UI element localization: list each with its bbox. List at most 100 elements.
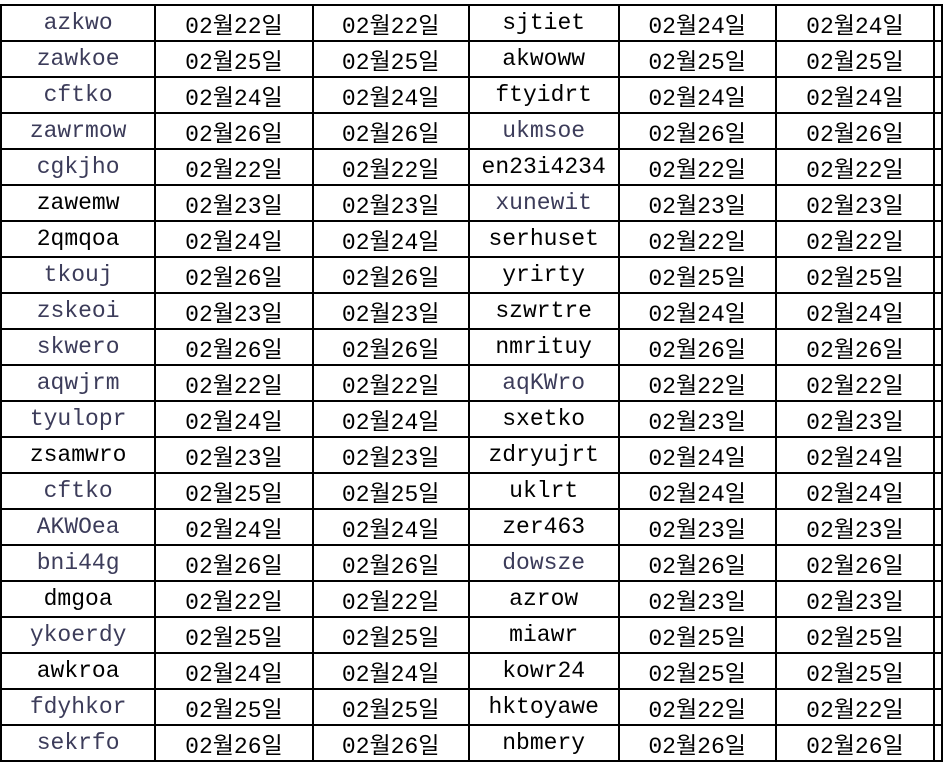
cell-date-a2[interactable]: 02월25일 <box>311 688 470 726</box>
cell-name-b[interactable]: en23i4234 <box>467 148 620 186</box>
cell-date-a1[interactable]: 02월25일 <box>154 40 314 78</box>
cell-date-b2[interactable]: 02월26일 <box>774 544 936 582</box>
cell-name-b[interactable]: sjtiet <box>467 4 620 42</box>
cell-date-a1[interactable]: 02월25일 <box>154 688 314 726</box>
cell-name-b[interactable]: hktoyawe <box>467 688 620 726</box>
cell-name-b[interactable]: kowr24 <box>467 652 620 690</box>
cell-date-b2[interactable]: 02월22일 <box>774 688 936 726</box>
cell-empty[interactable] <box>933 436 943 474</box>
cell-name-a[interactable]: zawrmow <box>0 112 157 150</box>
cell-name-a[interactable]: fdyhkor <box>0 688 157 726</box>
cell-date-a1[interactable]: 02월22일 <box>154 4 314 42</box>
cell-date-b2[interactable]: 02월23일 <box>774 184 936 222</box>
cell-date-a2[interactable]: 02월25일 <box>311 616 470 654</box>
cell-date-a1[interactable]: 02월24일 <box>154 76 314 114</box>
cell-empty[interactable] <box>933 472 943 510</box>
cell-date-a2[interactable]: 02월25일 <box>311 40 470 78</box>
cell-date-b1[interactable]: 02월25일 <box>617 256 777 294</box>
cell-date-a2[interactable]: 02월24일 <box>311 652 470 690</box>
cell-empty[interactable] <box>933 184 943 222</box>
cell-date-a2[interactable]: 02월24일 <box>311 508 470 546</box>
cell-name-a[interactable]: azkwo <box>0 4 157 42</box>
cell-name-a[interactable]: dmgoa <box>0 580 157 618</box>
cell-name-a[interactable]: skwero <box>0 328 157 366</box>
cell-date-a2[interactable]: 02월24일 <box>311 76 470 114</box>
cell-date-a2[interactable]: 02월22일 <box>311 580 470 618</box>
cell-name-b[interactable]: szwrtre <box>467 292 620 330</box>
cell-date-b2[interactable]: 02월24일 <box>774 472 936 510</box>
cell-date-b2[interactable]: 02월24일 <box>774 436 936 474</box>
cell-name-b[interactable]: miawr <box>467 616 620 654</box>
cell-date-a1[interactable]: 02월22일 <box>154 580 314 618</box>
cell-name-b[interactable]: nbmery <box>467 724 620 762</box>
cell-date-b2[interactable]: 02월22일 <box>774 364 936 402</box>
cell-date-a1[interactable]: 02월25일 <box>154 616 314 654</box>
cell-date-b2[interactable]: 02월23일 <box>774 580 936 618</box>
cell-date-a1[interactable]: 02월26일 <box>154 112 314 150</box>
cell-date-b2[interactable]: 02월26일 <box>774 112 936 150</box>
cell-date-b1[interactable]: 02월22일 <box>617 364 777 402</box>
cell-name-a[interactable]: AKWOea <box>0 508 157 546</box>
cell-date-a2[interactable]: 02월22일 <box>311 148 470 186</box>
cell-date-b1[interactable]: 02월26일 <box>617 724 777 762</box>
cell-date-a2[interactable]: 02월23일 <box>311 436 470 474</box>
cell-date-a1[interactable]: 02월23일 <box>154 184 314 222</box>
cell-name-b[interactable]: yrirty <box>467 256 620 294</box>
cell-date-b1[interactable]: 02월26일 <box>617 544 777 582</box>
cell-date-a1[interactable]: 02월26일 <box>154 328 314 366</box>
cell-date-a2[interactable]: 02월22일 <box>311 4 470 42</box>
cell-empty[interactable] <box>933 76 943 114</box>
cell-date-b1[interactable]: 02월23일 <box>617 508 777 546</box>
cell-date-a2[interactable]: 02월26일 <box>311 112 470 150</box>
cell-name-b[interactable]: uklrt <box>467 472 620 510</box>
cell-name-a[interactable]: tkouj <box>0 256 157 294</box>
cell-name-b[interactable]: ftyidrt <box>467 76 620 114</box>
cell-date-b1[interactable]: 02월24일 <box>617 76 777 114</box>
cell-date-b1[interactable]: 02월22일 <box>617 220 777 258</box>
cell-empty[interactable] <box>933 256 943 294</box>
cell-date-a1[interactable]: 02월23일 <box>154 436 314 474</box>
cell-date-a1[interactable]: 02월26일 <box>154 724 314 762</box>
cell-date-b2[interactable]: 02월25일 <box>774 40 936 78</box>
cell-date-a1[interactable]: 02월24일 <box>154 652 314 690</box>
cell-empty[interactable] <box>933 580 943 618</box>
cell-date-a1[interactable]: 02월24일 <box>154 220 314 258</box>
cell-date-a2[interactable]: 02월23일 <box>311 292 470 330</box>
cell-date-a1[interactable]: 02월22일 <box>154 364 314 402</box>
cell-date-b2[interactable]: 02월24일 <box>774 76 936 114</box>
cell-date-a1[interactable]: 02월26일 <box>154 256 314 294</box>
cell-date-a2[interactable]: 02월24일 <box>311 400 470 438</box>
cell-date-a2[interactable]: 02월23일 <box>311 184 470 222</box>
cell-empty[interactable] <box>933 364 943 402</box>
cell-empty[interactable] <box>933 220 943 258</box>
cell-date-b2[interactable]: 02월24일 <box>774 292 936 330</box>
cell-date-b2[interactable]: 02월25일 <box>774 652 936 690</box>
cell-name-a[interactable]: tyulopr <box>0 400 157 438</box>
cell-date-b1[interactable]: 02월22일 <box>617 688 777 726</box>
cell-date-b2[interactable]: 02월23일 <box>774 508 936 546</box>
cell-name-b[interactable]: aqKWro <box>467 364 620 402</box>
cell-empty[interactable] <box>933 148 943 186</box>
cell-date-b1[interactable]: 02월26일 <box>617 112 777 150</box>
cell-date-a2[interactable]: 02월26일 <box>311 256 470 294</box>
cell-date-b2[interactable]: 02월26일 <box>774 328 936 366</box>
cell-date-b2[interactable]: 02월22일 <box>774 148 936 186</box>
cell-name-a[interactable]: awkroa <box>0 652 157 690</box>
cell-date-a2[interactable]: 02월24일 <box>311 220 470 258</box>
cell-date-a1[interactable]: 02월24일 <box>154 400 314 438</box>
cell-empty[interactable] <box>933 40 943 78</box>
cell-date-b2[interactable]: 02월26일 <box>774 724 936 762</box>
cell-name-b[interactable]: dowsze <box>467 544 620 582</box>
cell-empty[interactable] <box>933 652 943 690</box>
cell-date-a2[interactable]: 02월26일 <box>311 328 470 366</box>
cell-empty[interactable] <box>933 400 943 438</box>
cell-name-a[interactable]: zawemw <box>0 184 157 222</box>
cell-date-b2[interactable]: 02월25일 <box>774 256 936 294</box>
cell-date-b1[interactable]: 02월24일 <box>617 292 777 330</box>
cell-date-a1[interactable]: 02월23일 <box>154 292 314 330</box>
cell-date-b1[interactable]: 02월25일 <box>617 616 777 654</box>
cell-name-b[interactable]: akwoww <box>467 40 620 78</box>
cell-name-b[interactable]: azrow <box>467 580 620 618</box>
cell-date-b2[interactable]: 02월24일 <box>774 4 936 42</box>
cell-name-a[interactable]: zsamwro <box>0 436 157 474</box>
